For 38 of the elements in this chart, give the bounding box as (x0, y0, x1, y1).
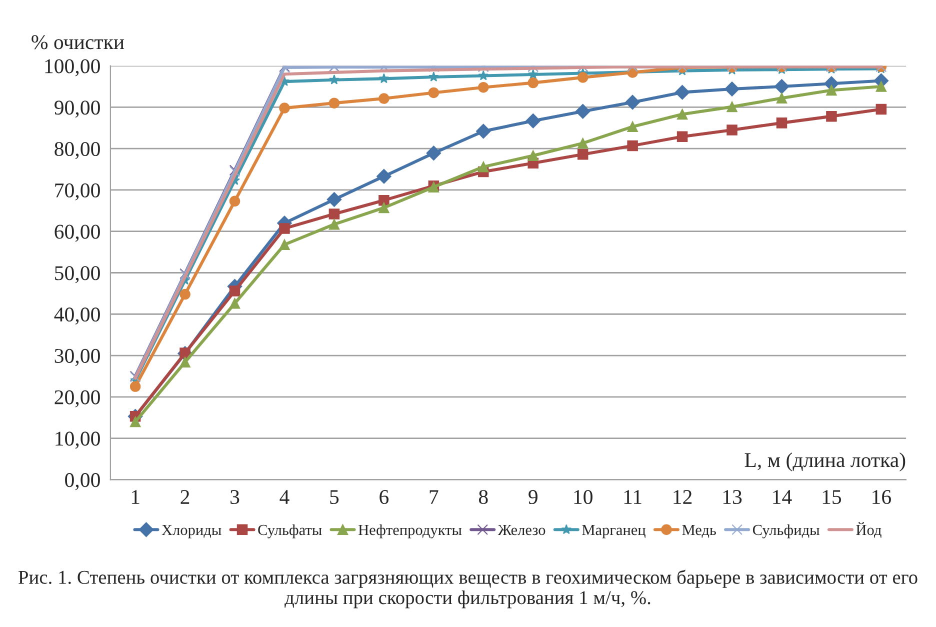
x-tick-label: 12 (674, 490, 692, 504)
x-tick-label: 2 (180, 490, 190, 504)
y-tick-label: 0,00 (65, 473, 100, 490)
y-tick-label: 40,00 (54, 308, 100, 325)
x-tick-label: 3 (230, 490, 240, 504)
y-tick-label: 30,00 (54, 348, 100, 366)
y-tick-label: 20,00 (54, 390, 100, 408)
legend-label: Железо (498, 524, 546, 536)
x-tick-label: 13 (723, 490, 742, 504)
legend-label: Нефтепродукты (358, 524, 462, 538)
x-tick-label: 7 (430, 490, 438, 504)
x-tick-label: 16 (872, 490, 891, 504)
y-tick-label: 80,00 (54, 142, 100, 160)
x-axis-title: L, м (длина лотка) (744, 452, 906, 472)
legend-label: Йод (856, 522, 882, 538)
y-tick-label: 90,00 (54, 100, 100, 118)
y-axis-title: % очистки (32, 35, 124, 50)
x-tick-label: 8 (478, 490, 488, 504)
x-tick-label: 5 (330, 490, 339, 504)
x-tick-label: 11 (624, 490, 642, 504)
text: Рис. 1. Степень очистки от комплекса загрязняющих веществ в геохимическом барьере в зависимости от его длины при скорости фильтрования 1 м/ч, %. (18, 570, 918, 608)
x-tick-label: 10 (574, 490, 592, 504)
y-tick-label: 10,00 (56, 432, 100, 449)
legend-label: Хлориды (162, 524, 222, 538)
x-tick-label: 14 (773, 490, 792, 504)
y-tick-label: 70,00 (55, 183, 100, 200)
legend-label: Сульфиды (752, 524, 820, 538)
legend-label: Медь (682, 524, 716, 538)
y-tick-label: 60,00 (54, 224, 100, 242)
legend-label: Сульфаты (258, 524, 322, 538)
legend-label: Марганец (582, 524, 646, 538)
x-tick-label: 15 (822, 490, 842, 504)
y-tick-label: 100,00 (45, 59, 100, 76)
x-tick-label: 1 (132, 490, 140, 504)
y-tick-label: 50,00 (55, 266, 100, 284)
x-tick-label: 9 (528, 490, 538, 504)
x-tick-label: 4 (280, 490, 290, 504)
x-tick-label: 6 (380, 490, 389, 504)
